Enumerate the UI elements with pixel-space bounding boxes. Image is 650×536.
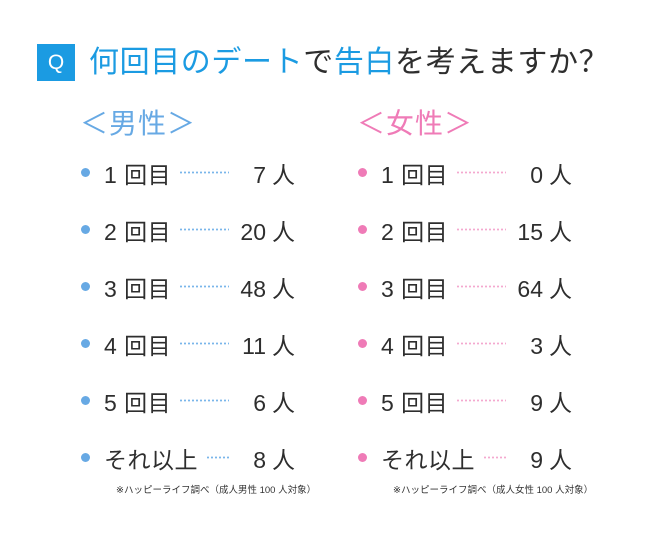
row-value: 15 人 (512, 213, 572, 247)
male-header: ＜男性＞ (80, 108, 197, 139)
row-unit: 人 (272, 218, 295, 245)
row-label: 2 回目 (381, 218, 449, 245)
row-count: 48 (240, 275, 266, 302)
male-rows: 1 回目 7 人 2 回目 20 人 3 回目 48 人 4 回目 11 人 5 回目 6 人それ以上 8 人 (80, 144, 295, 486)
row-value: 11 人 (235, 327, 295, 361)
table-row: 5 回目 9 人 (357, 372, 572, 429)
dotted-leader (456, 399, 506, 402)
table-row: 4 回目 3 人 (357, 315, 572, 372)
row-unit: 人 (549, 275, 572, 302)
row-label: 3 回目 (104, 275, 172, 302)
row-count: 3 (530, 332, 543, 359)
dotted-leader (456, 342, 506, 345)
row-count: 64 (517, 275, 543, 302)
table-row: 2 回目 15 人 (357, 201, 572, 258)
row-count: 8 (253, 446, 266, 473)
row-label: それ以上 (381, 446, 475, 473)
row-unit: 人 (272, 389, 295, 416)
bullet-dot (358, 168, 367, 177)
title-accent-text: 告白 (333, 46, 396, 79)
dotted-leader (179, 285, 229, 288)
dotted-leader (456, 285, 506, 288)
row-count: 9 (530, 446, 543, 473)
bullet-dot (358, 396, 367, 405)
row-unit: 人 (272, 446, 295, 473)
row-count: 9 (530, 389, 543, 416)
dotted-leader (456, 228, 506, 231)
dotted-leader (206, 456, 229, 459)
row-label: 3 回目 (381, 275, 449, 302)
title-text: で (303, 46, 334, 79)
title-accent-text: 何回目のデート (89, 46, 304, 79)
row-count: 0 (530, 161, 543, 188)
row-count: 7 (253, 161, 266, 188)
table-row: 2 回目 20 人 (80, 201, 295, 258)
row-value: 64 人 (512, 270, 572, 304)
row-label: 4 回目 (381, 332, 449, 359)
row-unit: 人 (549, 161, 572, 188)
dotted-leader (179, 171, 229, 174)
dotted-leader (179, 399, 229, 402)
male-survey-note: ※ハッピーライフ調べ（成人男性 100 人対象） (116, 485, 317, 496)
bullet-dot (358, 282, 367, 291)
female-survey-note: ※ハッピーライフ調べ（成人女性 100 人対象） (393, 485, 594, 496)
row-unit: 人 (549, 332, 572, 359)
title-text: を考えますか？ (395, 46, 610, 79)
row-unit: 人 (549, 218, 572, 245)
row-value: 20 人 (235, 213, 295, 247)
row-label: それ以上 (104, 446, 198, 473)
bullet-dot (358, 453, 367, 462)
row-label: 5 回目 (104, 389, 172, 416)
question-title: 何回目のデートで告白を考えますか？ (89, 43, 609, 83)
row-count: 11 (242, 332, 266, 359)
row-unit: 人 (272, 275, 295, 302)
dotted-leader (179, 228, 229, 231)
row-value: 48 人 (235, 270, 295, 304)
bullet-dot (81, 453, 90, 462)
row-label: 1 回目 (104, 161, 172, 188)
row-count: 15 (517, 218, 543, 245)
table-row: それ以上 9 人 (357, 429, 572, 486)
male-column: ＜男性＞ 1 回目 7 人 2 回目 20 人 3 回目 48 人 4 回目 11 人 5 回目 6 人それ… (80, 106, 316, 506)
female-rows: 1 回目 0 人 2 回目 15 人 3 回目 64 人 4 回目 3 人 5 回目 9 人それ以上 9 人 (357, 144, 572, 486)
question-badge: Q (37, 44, 75, 81)
row-label: 2 回目 (104, 218, 172, 245)
bullet-dot (81, 168, 90, 177)
row-label: 4 回目 (104, 332, 172, 359)
table-row: 1 回目 7 人 (80, 144, 295, 201)
table-row: 3 回目 64 人 (357, 258, 572, 315)
bullet-dot (81, 282, 90, 291)
row-unit: 人 (549, 389, 572, 416)
row-unit: 人 (272, 332, 295, 359)
bullet-dot (358, 339, 367, 348)
table-row: それ以上 8 人 (80, 429, 295, 486)
row-label: 1 回目 (381, 161, 449, 188)
bullet-dot (81, 339, 90, 348)
bullet-dot (81, 225, 90, 234)
row-unit: 人 (549, 446, 572, 473)
row-count: 6 (253, 389, 266, 416)
dotted-leader (456, 171, 506, 174)
female-column: ＜女性＞ 1 回目 0 人 2 回目 15 人 3 回目 64 人 4 回目 3 人 5 回目 9 人それ以… (357, 106, 593, 506)
bullet-dot (358, 225, 367, 234)
table-row: 5 回目 6 人 (80, 372, 295, 429)
table-row: 1 回目 0 人 (357, 144, 572, 201)
table-row: 4 回目 11 人 (80, 315, 295, 372)
row-label: 5 回目 (381, 389, 449, 416)
dotted-leader (483, 456, 506, 459)
table-row: 3 回目 48 人 (80, 258, 295, 315)
female-header: ＜女性＞ (357, 108, 474, 139)
row-unit: 人 (272, 161, 295, 188)
dotted-leader (179, 342, 229, 345)
row-count: 20 (240, 218, 266, 245)
bullet-dot (81, 396, 90, 405)
